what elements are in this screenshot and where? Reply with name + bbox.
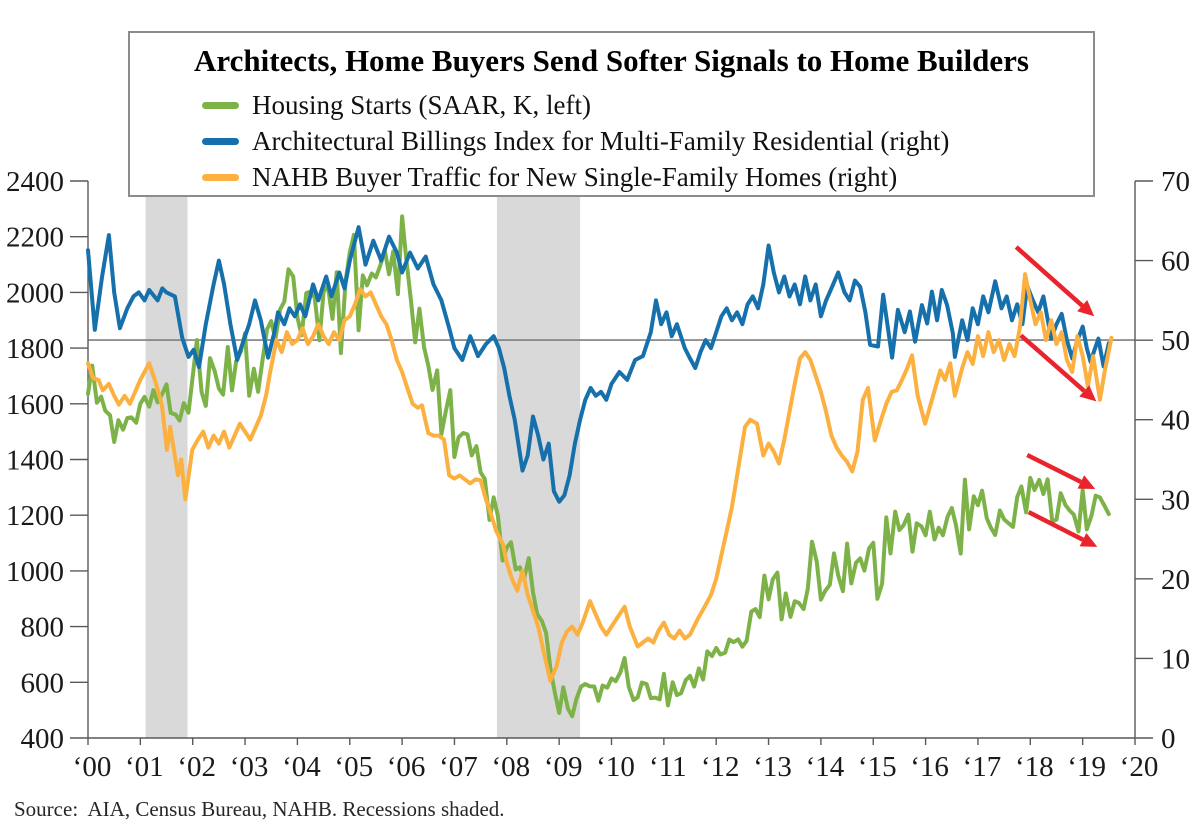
left-axis-tick-label: 1000 (6, 556, 64, 588)
trend-arrow-head-icon (1077, 475, 1096, 489)
left-axis-tick-label: 1200 (6, 500, 64, 532)
x-axis-tick-label: ‘13 (753, 751, 792, 783)
x-axis-tick-label: ‘07 (439, 751, 478, 783)
x-axis-tick-label: ‘09 (544, 751, 583, 783)
trend-arrow-line (1014, 245, 1084, 308)
x-axis-tick-label: ‘18 (1015, 751, 1054, 783)
legend-item-housing-starts: Housing Starts (SAAR, K, left) (202, 89, 1093, 120)
right-axis-tick-label: 20 (1161, 564, 1190, 596)
legend-label-abi-multifamily: Architectural Billings Index for Multi-F… (252, 125, 950, 156)
x-axis-tick-label: ‘00 (73, 751, 112, 783)
series-line-abi-multifamily (86, 225, 1111, 504)
legend-label-nahb-traffic: NAHB Buyer Traffic for New Single-Family… (252, 161, 898, 192)
trend-arrow-head-icon (1077, 300, 1095, 317)
x-axis-tick-label: ‘20 (1120, 751, 1159, 783)
right-axis-tick-label: 40 (1161, 405, 1190, 437)
x-axis-tick-label: ‘16 (910, 751, 949, 783)
source-note: Source: AIA, Census Bureau, NAHB. Recess… (14, 797, 505, 821)
x-axis-tick-label: ‘05 (334, 751, 373, 783)
legend-item-nahb-traffic: NAHB Buyer Traffic for New Single-Family… (202, 161, 1093, 192)
abi-swatch-icon (202, 137, 239, 145)
chart-title: Architects, Home Buyers Send Softer Sign… (194, 43, 1029, 78)
legend: Housing Starts (SAAR, K, left) Architect… (202, 89, 1093, 192)
x-axis-tick-label: ‘06 (387, 751, 426, 783)
series-line-housing-starts (86, 214, 1111, 719)
x-axis-tick-label: ‘08 (491, 751, 530, 783)
left-axis-tick-label: 800 (21, 612, 65, 644)
trend-arrow-head-icon (1079, 533, 1098, 547)
right-axis-tick-label: 50 (1161, 325, 1190, 357)
trend-arrow-line (1019, 333, 1086, 393)
trend-arrow-head-icon (1079, 385, 1097, 402)
recession-band (496, 181, 581, 738)
right-axis-tick-label: 30 (1161, 484, 1190, 516)
legend-label-housing-starts: Housing Starts (SAAR, K, left) (252, 89, 591, 120)
left-axis-tick-label: 400 (21, 723, 65, 755)
x-axis-tick-label: ‘19 (1067, 751, 1106, 783)
x-axis-tick-label: ‘04 (282, 751, 321, 783)
x-axis-tick-label: ‘14 (806, 751, 845, 783)
right-axis-tick-label: 60 (1161, 246, 1190, 278)
right-axis-tick-label: 0 (1161, 723, 1176, 755)
left-axis-tick-label: 1800 (6, 333, 64, 365)
housing-starts-swatch-icon (202, 101, 239, 109)
right-axis-tick-label: 70 (1161, 166, 1190, 198)
left-axis-tick-label: 1600 (6, 389, 64, 421)
x-axis-tick-label: ‘11 (649, 751, 687, 783)
left-axis-tick-label: 600 (21, 667, 65, 699)
series-line-nahb-traffic (86, 272, 1114, 683)
right-axis-tick-label: 10 (1161, 643, 1190, 675)
x-axis-tick-label: ‘10 (596, 751, 635, 783)
trend-arrow-line (1026, 452, 1082, 484)
legend-item-abi-multifamily: Architectural Billings Index for Multi-F… (202, 125, 1093, 156)
x-axis-tick-label: ‘15 (858, 751, 897, 783)
left-axis-tick-label: 2200 (6, 222, 64, 254)
x-axis-tick-label: ‘02 (177, 751, 216, 783)
x-axis-tick-label: ‘17 (963, 751, 1002, 783)
trend-arrow-line (1027, 510, 1085, 542)
legend-box: Architects, Home Buyers Send Softer Sign… (128, 31, 1095, 197)
nahb-swatch-icon (202, 173, 239, 181)
x-axis-tick-label: ‘12 (701, 751, 740, 783)
x-axis-tick-label: ‘03 (230, 751, 269, 783)
left-axis-tick-label: 2000 (6, 277, 64, 309)
x-axis-tick-label: ‘01 (125, 751, 164, 783)
left-axis-tick-label: 2400 (6, 166, 64, 198)
left-axis-tick-label: 1400 (6, 445, 64, 477)
